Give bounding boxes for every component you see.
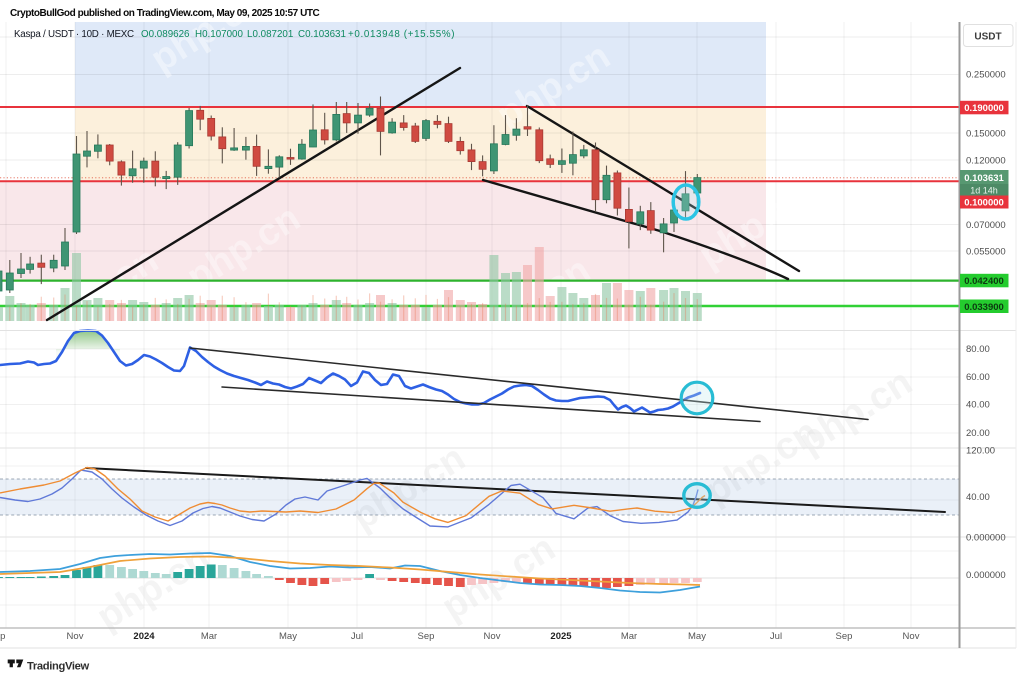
- svg-text:2025: 2025: [550, 631, 572, 642]
- svg-text:Sep: Sep: [418, 631, 435, 642]
- svg-text:H0.107000: H0.107000: [195, 29, 243, 40]
- svg-text:0.055000: 0.055000: [966, 247, 1006, 258]
- svg-text:0.000000: 0.000000: [966, 533, 1006, 544]
- svg-text:Mar: Mar: [621, 631, 637, 642]
- svg-text:0.042400: 0.042400: [964, 276, 1004, 287]
- svg-text:60.00: 60.00: [966, 372, 990, 383]
- svg-text:1d 14h: 1d 14h: [970, 186, 998, 196]
- svg-text:0.103631: 0.103631: [964, 173, 1004, 184]
- svg-text:USDT: USDT: [974, 32, 1001, 43]
- svg-text:L0.087201: L0.087201: [247, 29, 293, 40]
- svg-text:Jul: Jul: [351, 631, 363, 642]
- svg-text:+0.013948 (+15.55%): +0.013948 (+15.55%): [348, 29, 455, 40]
- svg-text:0.100000: 0.100000: [964, 198, 1004, 209]
- svg-text:0.250000: 0.250000: [966, 70, 1006, 81]
- svg-text:Nov: Nov: [484, 631, 501, 642]
- svg-text:O0.089626: O0.089626: [141, 29, 190, 40]
- svg-text:May: May: [279, 631, 297, 642]
- svg-text:Mar: Mar: [201, 631, 217, 642]
- svg-text:2024: 2024: [133, 631, 155, 642]
- svg-text:CryptoBullGod published on Tra: CryptoBullGod published on TradingView.c…: [10, 8, 319, 19]
- svg-text:Sep: Sep: [836, 631, 853, 642]
- svg-text:Nov: Nov: [67, 631, 84, 642]
- svg-text:40.00: 40.00: [966, 400, 990, 411]
- svg-text:120.00: 120.00: [966, 446, 995, 457]
- svg-text:0.150000: 0.150000: [966, 129, 1006, 140]
- svg-text:0.190000: 0.190000: [964, 103, 1004, 114]
- svg-text:20.00: 20.00: [966, 428, 990, 439]
- svg-text:0.000000: 0.000000: [966, 570, 1006, 581]
- svg-text:C0.103631: C0.103631: [298, 29, 346, 40]
- svg-text:0.033900: 0.033900: [964, 302, 1004, 313]
- svg-text:40.00: 40.00: [966, 492, 990, 503]
- svg-text:Kaspa / USDT · 10D · MEXC: Kaspa / USDT · 10D · MEXC: [14, 29, 134, 40]
- svg-text:0.070000: 0.070000: [966, 220, 1006, 231]
- svg-text:Sep: Sep: [0, 631, 5, 642]
- svg-text:Nov: Nov: [903, 631, 920, 642]
- svg-text:Jul: Jul: [770, 631, 782, 642]
- svg-text:80.00: 80.00: [966, 344, 990, 355]
- svg-text:May: May: [688, 631, 706, 642]
- svg-text:TradingView: TradingView: [27, 661, 89, 673]
- svg-text:0.120000: 0.120000: [966, 156, 1006, 167]
